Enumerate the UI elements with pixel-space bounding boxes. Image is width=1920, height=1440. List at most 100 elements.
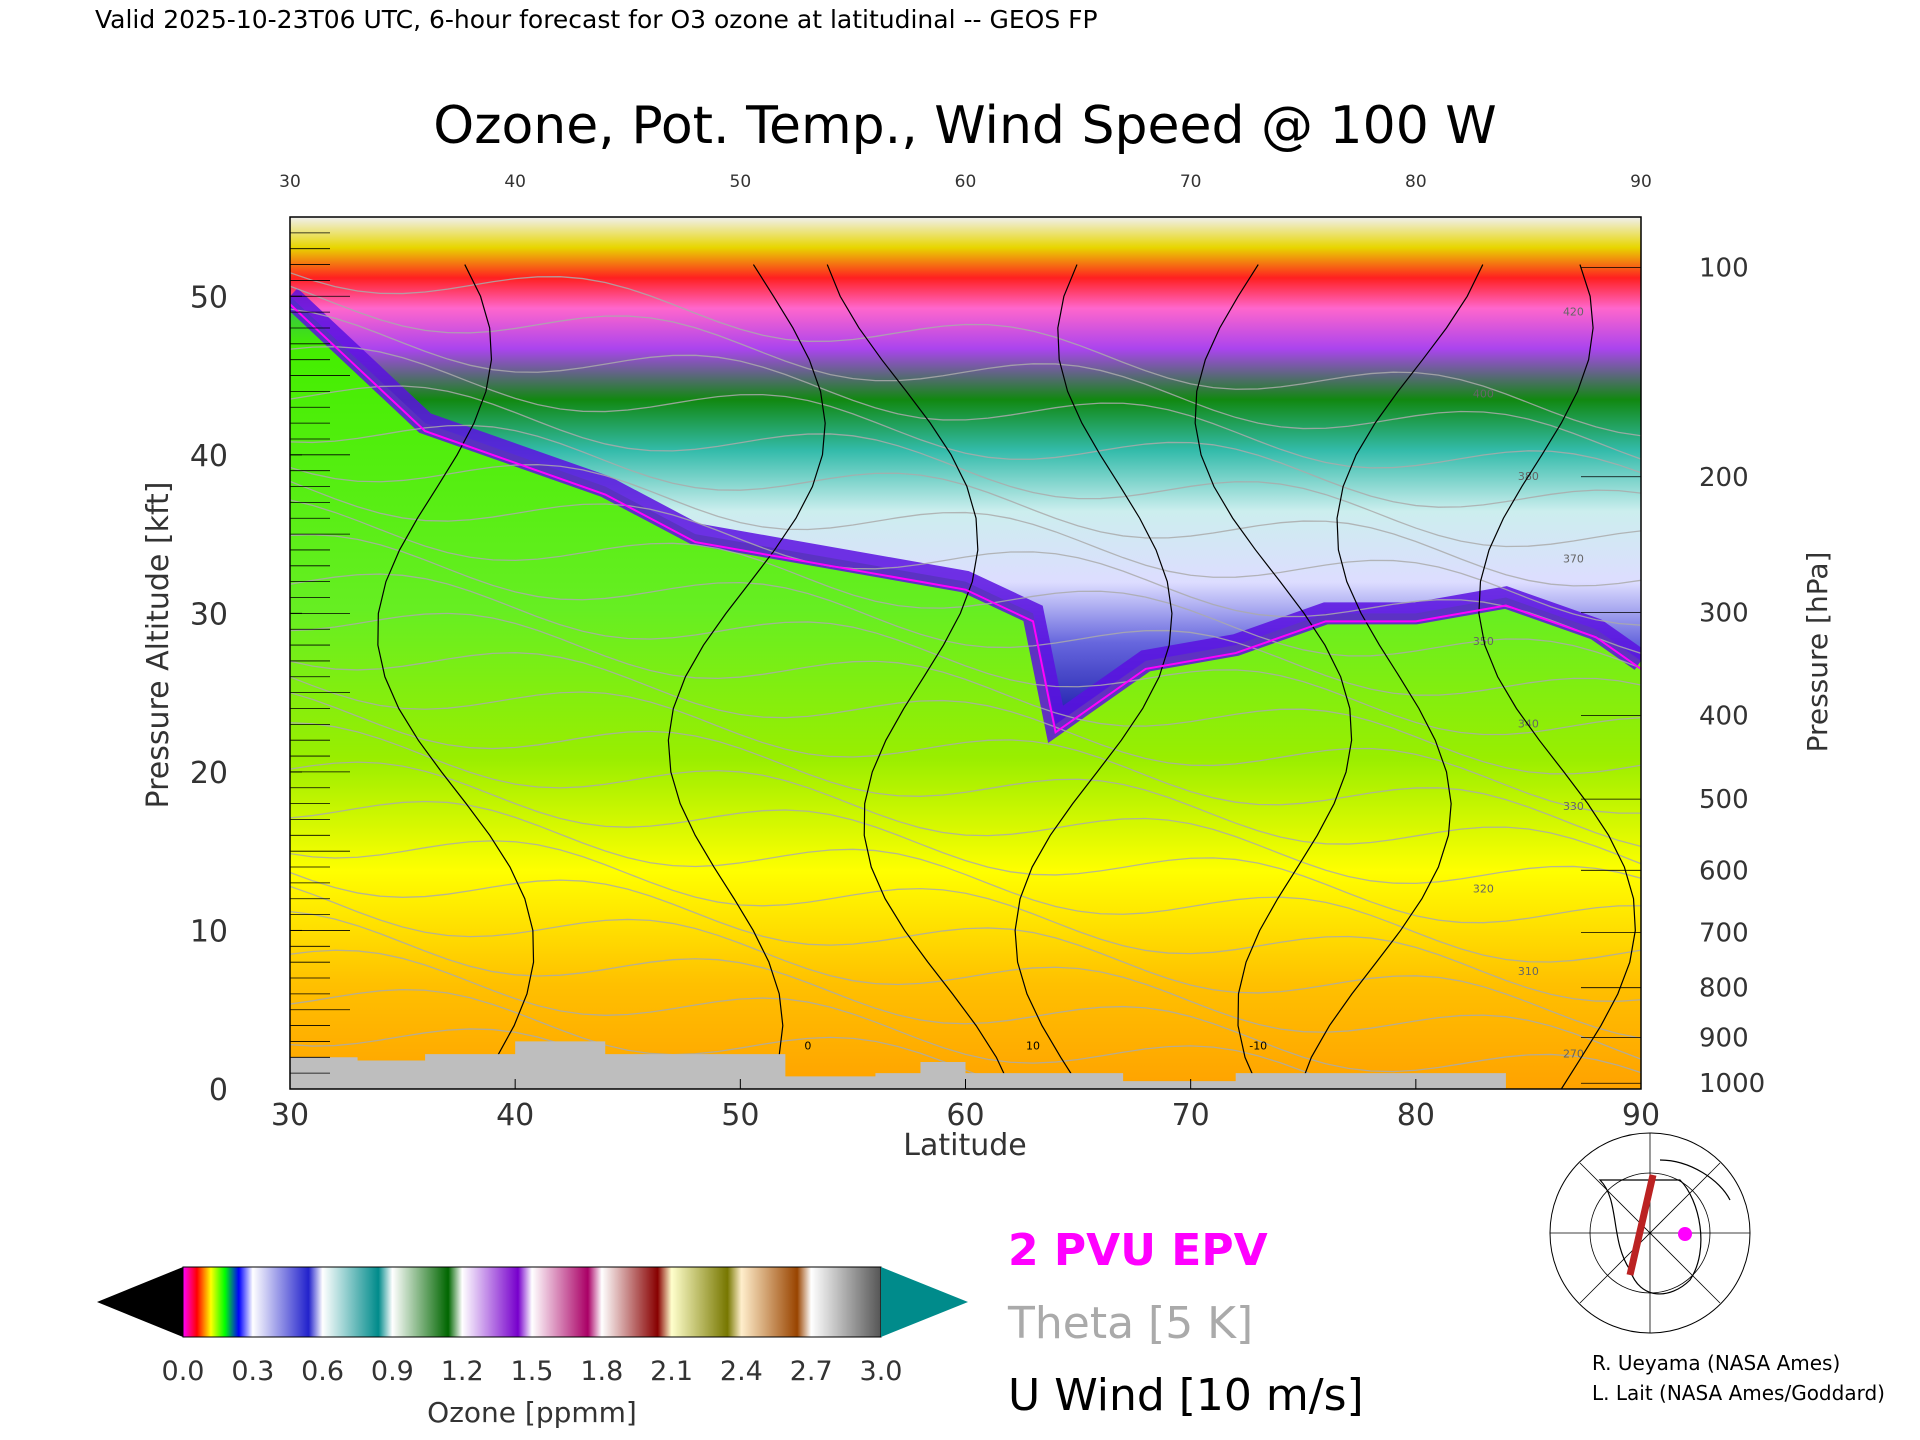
theta-contour-line: [290, 840, 1641, 1002]
colorbar-label: Ozone [ppmm]: [427, 1396, 637, 1429]
theta-contour-line: [290, 722, 1641, 885]
theta-contour-line: [290, 652, 1641, 814]
colorbar-tick-label: 3.0: [860, 1356, 903, 1387]
theta-label: 270: [1563, 1047, 1584, 1060]
theta-contour-line: [290, 285, 1641, 460]
colorbar-under-triangle: [97, 1267, 183, 1337]
theta-label: 330: [1563, 800, 1584, 813]
theta-contour-line: [290, 464, 1641, 626]
x-tick-label: 40: [496, 1098, 534, 1133]
pressure-tick-label: 300: [1699, 599, 1749, 629]
x-tick-label: 30: [271, 1098, 309, 1133]
theta-contour-line: [290, 573, 1641, 736]
colorbar-tick-label: 2.4: [720, 1356, 763, 1387]
epv-contour: [290, 303, 1641, 735]
theta-label: 320: [1473, 882, 1494, 895]
y-axis: 0 10 20 30 40 50: [190, 216, 350, 1108]
pressure-tick-label: 900: [1699, 1024, 1749, 1054]
colorbar-strip: [182, 1266, 882, 1338]
colorbar-tick-label: 0.9: [371, 1356, 414, 1387]
legend-wind: U Wind [10 m/s]: [1008, 1370, 1364, 1421]
x-top-tick-label: 80: [1405, 172, 1427, 192]
legend-theta: Theta [5 K]: [1007, 1298, 1253, 1349]
colorbar-over-triangle: [881, 1267, 968, 1337]
theta-contour-line: [290, 676, 1641, 848]
colorbar: 0.0 0.3 0.6 0.9 1.2 1.5 1.8 2.1 2.4 2.7 3.0 Ozone …: [97, 1266, 968, 1429]
wind-contour-line: [1478, 264, 1636, 1089]
colorbar-ticks: 0.0 0.3 0.6 0.9 1.2 1.5 1.8 2.1 2.4 2.7 3.0: [162, 1356, 903, 1387]
y-tick-label: 0: [209, 1073, 228, 1108]
pressure-tick-label: 200: [1699, 463, 1749, 493]
wind-contour-line: [377, 264, 535, 1089]
pressure-tick-label: 600: [1699, 856, 1749, 886]
colorbar-tick-label: 2.1: [650, 1356, 693, 1387]
colorbar-tick-label: 0.0: [162, 1356, 205, 1387]
theta-label: 400: [1473, 388, 1494, 401]
theta-label: 340: [1518, 718, 1539, 731]
credit-line-2: L. Lait (NASA Ames/Goddard): [1592, 1381, 1885, 1405]
wind-label: 10: [1026, 1039, 1040, 1052]
theta-contour-line: [290, 910, 1641, 1074]
theta-contour-line: [290, 480, 1641, 654]
pressure-tick-label: 500: [1699, 785, 1749, 815]
x-top-tick-label: 60: [955, 172, 977, 192]
x-axis-label: Latitude: [903, 1128, 1026, 1163]
theta-contour-line: [290, 949, 1352, 1089]
location-marker: [1678, 1227, 1692, 1241]
credit-line-1: R. Ueyama (NASA Ames): [1592, 1351, 1840, 1375]
pressure-axis: 100 200 300 400 500 600 700 800 900 1000: [1581, 254, 1765, 1099]
x-top-tick-label: 90: [1630, 172, 1652, 192]
x-axis-top: 30 40 50 60 70 80 90: [279, 172, 1652, 192]
y-axis-label: Pressure Altitude [kft]: [141, 482, 176, 809]
y-tick-label: 30: [190, 597, 228, 632]
pressure-tick-label: 800: [1699, 974, 1749, 1004]
y-tick-label: 20: [190, 756, 228, 791]
wind-contour-line: [826, 264, 1012, 1089]
x-tick-label: 90: [1622, 1098, 1660, 1133]
x-tick-label: 60: [946, 1098, 984, 1133]
theta-contour-line: [290, 871, 1641, 1039]
colorbar-tick-label: 0.3: [231, 1356, 274, 1387]
x-top-tick-label: 40: [504, 172, 526, 192]
theta-label: 310: [1518, 965, 1539, 978]
y-tick-label: 50: [190, 280, 228, 315]
x-top-tick-label: 50: [730, 172, 752, 192]
y-tick-label: 40: [190, 439, 228, 474]
y2-axis-label: Pressure [hPa]: [1801, 552, 1834, 753]
tropopause-band: [290, 288, 1641, 744]
wind-contour-line: [667, 264, 826, 1089]
legend-epv: 2 PVU EPV: [1008, 1225, 1268, 1276]
colorbar-tick-label: 0.6: [301, 1356, 344, 1387]
wind-contour-line: [1298, 264, 1484, 1089]
header-text: Valid 2025-10-23T06 UTC, 6-hour forecast…: [95, 5, 1098, 34]
colorbar-tick-label: 2.7: [790, 1356, 833, 1387]
theta-contour-line: [290, 272, 1641, 437]
pressure-tick-label: 400: [1699, 701, 1749, 731]
theta-contour-line: [290, 385, 1641, 548]
pressure-tick-label: 100: [1699, 254, 1749, 284]
cross-section-line: [1626, 1174, 1657, 1276]
theta-contour-line: [290, 308, 1641, 474]
theta-contour-line: [290, 499, 1641, 669]
wind-contour-line: [1014, 264, 1173, 1089]
x-tick-label: 80: [1397, 1098, 1435, 1133]
theta-contour-line: [290, 885, 1641, 1060]
x-top-tick-label: 70: [1180, 172, 1202, 192]
x-tick-label: 50: [721, 1098, 759, 1133]
wind-contours: 0 10 -10: [377, 264, 1636, 1089]
theta-contour-line: [290, 761, 1641, 924]
x-tick-label: 70: [1172, 1098, 1210, 1133]
theta-contour-line: [290, 800, 1641, 963]
chart-title: Ozone, Pot. Temp., Wind Speed @ 100 W: [433, 96, 1496, 156]
wind-label: -10: [1249, 1039, 1267, 1052]
colorbar-tick-label: 1.2: [441, 1356, 484, 1387]
theta-label: 370: [1563, 553, 1584, 566]
colorbar-tick-label: 1.5: [511, 1356, 554, 1387]
theta-contour-line: [290, 691, 1641, 865]
pressure-tick-label: 700: [1699, 918, 1749, 948]
theta-contour-line: [290, 534, 1641, 696]
locator-map: [1549, 1132, 1751, 1334]
